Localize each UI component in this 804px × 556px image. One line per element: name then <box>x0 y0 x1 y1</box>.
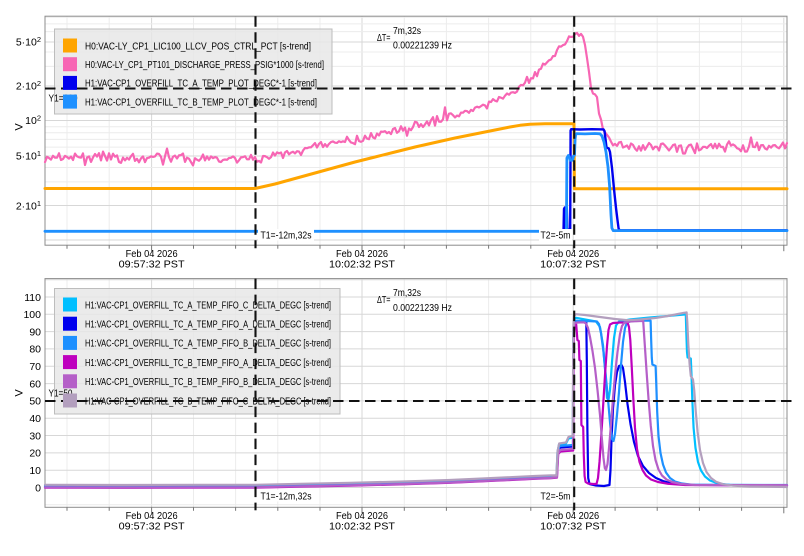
svg-text:50: 50 <box>29 396 41 408</box>
svg-text:V: V <box>14 389 26 397</box>
svg-text:10:02:32 PST: 10:02:32 PST <box>329 520 396 532</box>
svg-text:110: 110 <box>24 292 41 304</box>
svg-text:7m,32s: 7m,32s <box>393 25 421 37</box>
svg-text:H1:VAC-CP1_OVERFILL_TC_B_TEMP_: H1:VAC-CP1_OVERFILL_TC_B_TEMP_PLOT_DEGC*… <box>85 96 317 108</box>
svg-text:5·102: 5·102 <box>16 35 41 49</box>
svg-text:ΔT=: ΔT= <box>377 294 391 306</box>
svg-text:H1:VAC-CP1_OVERFILL_TC_A_TEMP_: H1:VAC-CP1_OVERFILL_TC_A_TEMP_PLOT_DEGC*… <box>85 78 317 90</box>
svg-text:H1:VAC-CP1_OVERFILL_TC_B_TEMP_: H1:VAC-CP1_OVERFILL_TC_B_TEMP_FIFO_A_DEL… <box>85 357 331 369</box>
svg-text:09:57:32 PST: 09:57:32 PST <box>119 520 186 532</box>
svg-text:10:02:32 PST: 10:02:32 PST <box>329 258 396 270</box>
svg-text:H1:VAC-CP1_OVERFILL_TC_A_TEMP_: H1:VAC-CP1_OVERFILL_TC_A_TEMP_FIFO_A_DEL… <box>85 319 331 331</box>
svg-text:10: 10 <box>29 465 41 477</box>
svg-text:100: 100 <box>23 309 41 321</box>
svg-text:ΔT=: ΔT= <box>377 32 391 44</box>
svg-text:H0:VAC-LY_CP1_PT101_DISCHARGE_: H0:VAC-LY_CP1_PT101_DISCHARGE_PRESS_PSIG… <box>85 59 324 71</box>
svg-text:T2=-5m: T2=-5m <box>541 491 571 503</box>
svg-text:2·102: 2·102 <box>16 79 41 93</box>
svg-text:30: 30 <box>29 430 41 442</box>
svg-text:10:07:32 PST: 10:07:32 PST <box>540 520 607 532</box>
svg-text:T2=-5m: T2=-5m <box>541 230 571 242</box>
svg-text:Feb 04 2026: Feb 04 2026 <box>126 510 178 522</box>
svg-text:T1=-12m,32s: T1=-12m,32s <box>261 230 312 242</box>
svg-text:0.00221239 Hz: 0.00221239 Hz <box>393 39 452 51</box>
svg-text:7m,32s: 7m,32s <box>393 287 421 299</box>
svg-text:80: 80 <box>29 344 41 356</box>
svg-text:0.00221239 Hz: 0.00221239 Hz <box>393 302 452 314</box>
svg-text:5·101: 5·101 <box>16 149 41 163</box>
svg-text:90: 90 <box>29 326 41 338</box>
svg-text:H1:VAC-CP1_OVERFILL_TC_B_TEMP_: H1:VAC-CP1_OVERFILL_TC_B_TEMP_FIFO_B_DEL… <box>85 376 331 388</box>
svg-text:60: 60 <box>29 378 41 390</box>
svg-text:10:07:32 PST: 10:07:32 PST <box>540 258 607 270</box>
svg-text:H0:VAC-LY_CP1_LIC100_LLCV_POS_: H0:VAC-LY_CP1_LIC100_LLCV_POS_CTRL_PCT [… <box>85 40 311 52</box>
svg-text:2·101: 2·101 <box>16 199 41 213</box>
svg-text:T1=-12m,32s: T1=-12m,32s <box>261 491 312 503</box>
svg-text:09:57:32 PST: 09:57:32 PST <box>119 258 186 270</box>
svg-text:Feb 04 2026: Feb 04 2026 <box>336 248 388 260</box>
svg-text:70: 70 <box>29 361 41 373</box>
svg-text:40: 40 <box>29 413 41 425</box>
svg-text:20: 20 <box>29 448 41 460</box>
svg-text:Feb 04 2026: Feb 04 2026 <box>126 248 178 260</box>
svg-text:H1:VAC-CP1_OVERFILL_TC_A_TEMP_: H1:VAC-CP1_OVERFILL_TC_A_TEMP_FIFO_C_DEL… <box>85 299 331 311</box>
svg-text:0: 0 <box>35 482 41 494</box>
svg-text:Feb 04 2026: Feb 04 2026 <box>336 510 388 522</box>
svg-text:Feb 04 2026: Feb 04 2026 <box>547 510 599 522</box>
svg-text:H1:VAC-CP1_OVERFILL_TC_A_TEMP_: H1:VAC-CP1_OVERFILL_TC_A_TEMP_FIFO_B_DEL… <box>85 338 331 350</box>
svg-text:V: V <box>14 123 26 131</box>
svg-text:Feb 04 2026: Feb 04 2026 <box>547 248 599 260</box>
